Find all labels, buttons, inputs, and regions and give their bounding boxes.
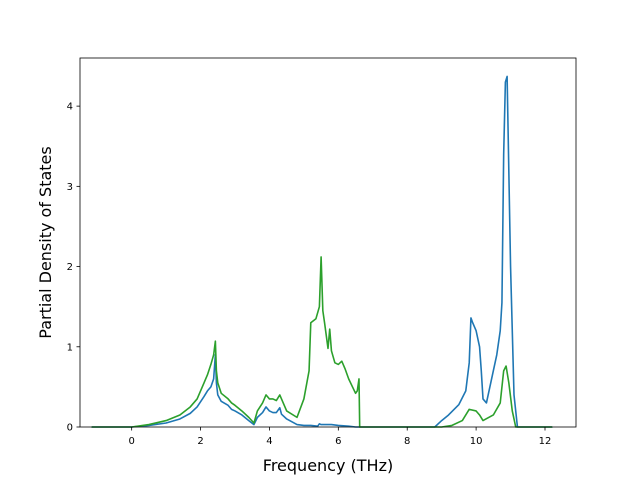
- y-tick-label: 1: [67, 342, 73, 353]
- series-layer: [91, 75, 553, 428]
- y-axis: 0 1 2 3 4: [67, 102, 80, 434]
- y-tick-label: 4: [67, 102, 73, 113]
- plot-frame: [79, 57, 577, 428]
- x-tick-label: 10: [470, 436, 483, 447]
- y-tick-label: 0: [67, 423, 73, 434]
- y-tick-label: 3: [67, 182, 73, 193]
- y-tick-label: 2: [67, 262, 73, 273]
- x-tick-label: 8: [404, 436, 410, 447]
- series-line-1: [91, 75, 553, 428]
- x-axis: 0 2 4 6 8 10 12: [128, 427, 551, 447]
- x-axis-label: Frequency (THz): [263, 456, 393, 475]
- x-tick-label: 12: [539, 436, 552, 447]
- series-line-2: [91, 256, 553, 428]
- y-axis-label: Partial Density of States: [36, 146, 55, 338]
- x-tick-label: 2: [197, 436, 203, 447]
- x-tick-label: 0: [128, 436, 134, 447]
- x-tick-label: 6: [335, 436, 341, 447]
- x-tick-label: 4: [266, 436, 272, 447]
